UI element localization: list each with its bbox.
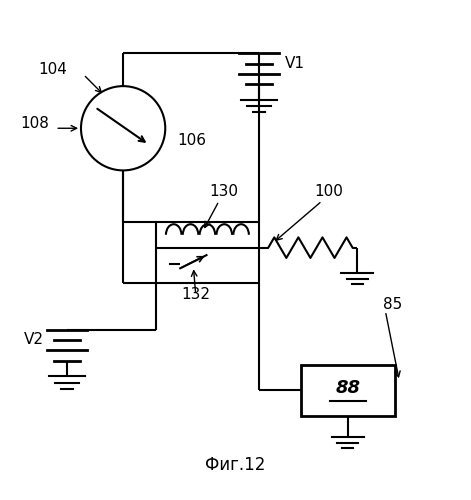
Text: 106: 106: [177, 132, 206, 148]
Bar: [301, 364, 395, 416]
Text: V2: V2: [24, 332, 44, 347]
Text: V1: V1: [284, 56, 305, 71]
Text: 108: 108: [20, 116, 49, 132]
Text: 88: 88: [335, 379, 360, 397]
Text: Фиг.12: Фиг.12: [205, 456, 266, 474]
Text: 130: 130: [209, 184, 238, 199]
Bar: [156, 222, 259, 283]
Text: 104: 104: [38, 62, 67, 78]
Text: 85: 85: [383, 296, 402, 312]
Text: 100: 100: [315, 184, 343, 199]
Text: 132: 132: [181, 287, 210, 302]
